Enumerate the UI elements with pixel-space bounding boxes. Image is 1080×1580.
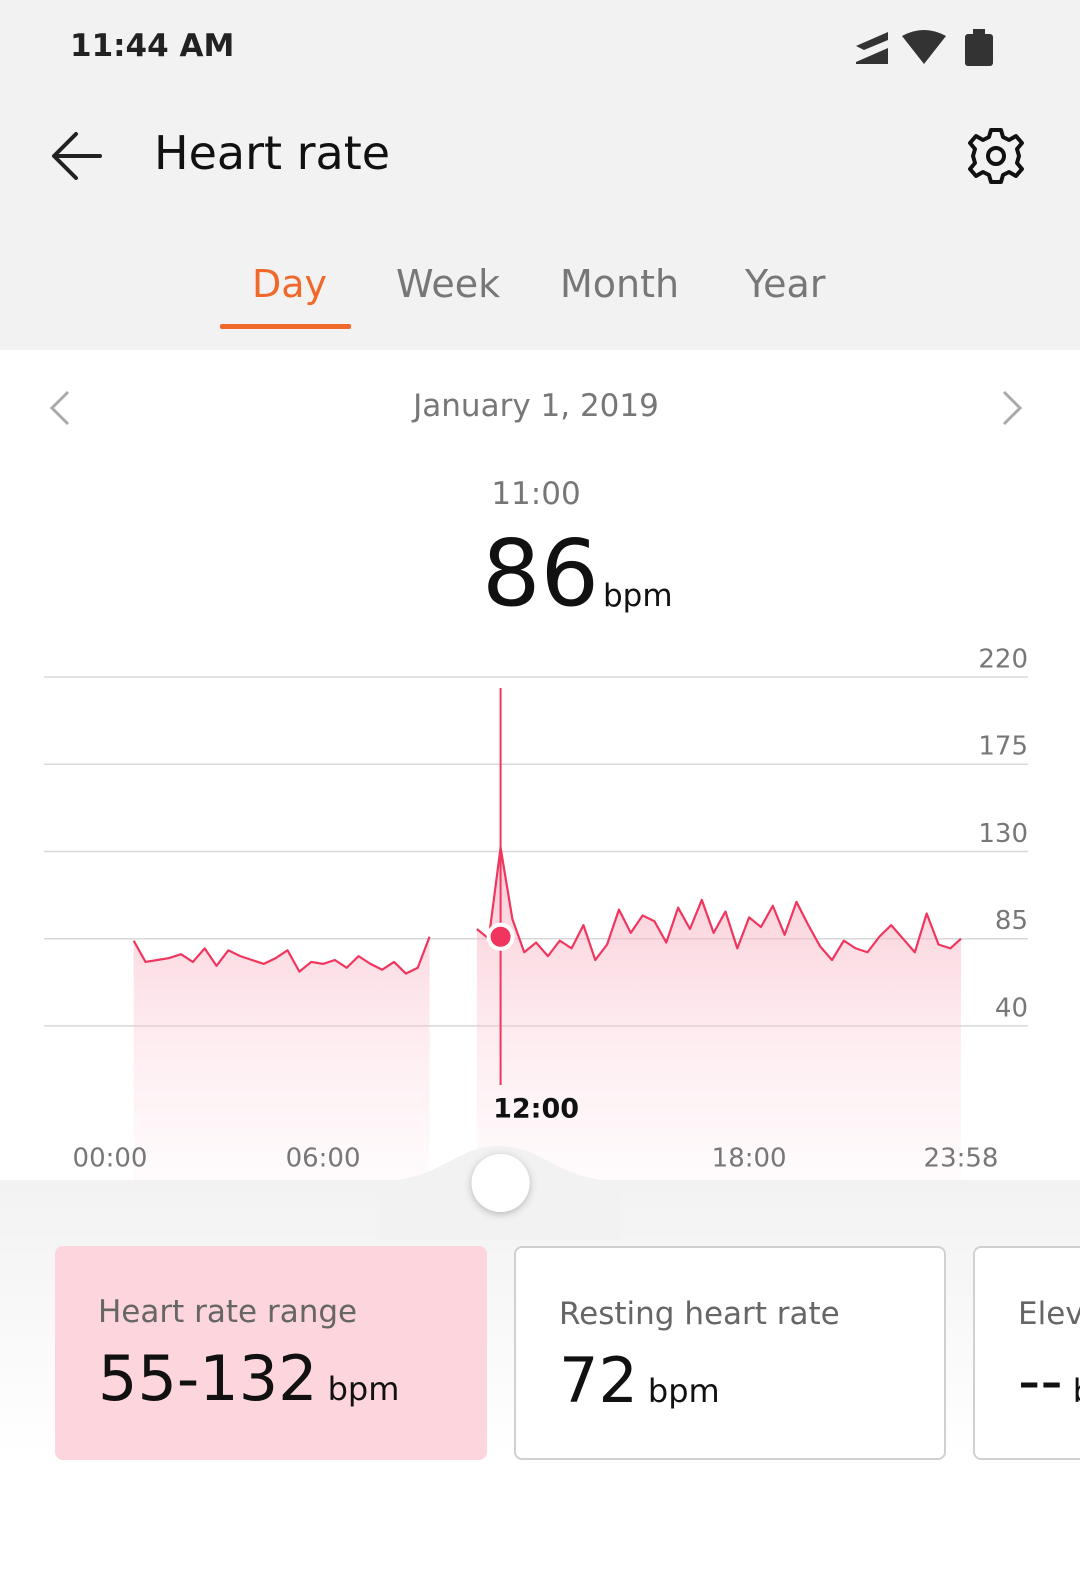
page-title: Heart rate	[154, 126, 391, 180]
x-tick-label: 18:00	[712, 1144, 787, 1174]
tab-indicator	[220, 324, 351, 329]
status-time: 11:44 AM	[70, 28, 235, 64]
tab[interactable]: Month	[560, 262, 680, 306]
x-tick-label: 23:58	[924, 1144, 999, 1174]
x-tick-label: 12:00	[493, 1094, 579, 1125]
selected-unit: bpm	[603, 578, 673, 614]
card-value: 72	[559, 1344, 638, 1417]
card-title: Resting heart rate	[559, 1296, 840, 1332]
card-unit: bpm	[647, 1372, 720, 1410]
tab[interactable]: Day	[252, 262, 328, 306]
y-tick-label: 130	[978, 819, 1028, 849]
heart-rate-chart: 40 85 130 175 220 00:00 06:00 12:00 18:00 23:58	[44, 645, 1028, 1240]
card-title: Elev	[1018, 1296, 1080, 1332]
y-tick-label: 40	[995, 993, 1028, 1023]
status-icons	[856, 29, 993, 66]
prev-date[interactable]	[44, 388, 78, 428]
y-tick-label: 85	[995, 906, 1028, 936]
y-tick-label: 220	[978, 645, 1028, 675]
stat-card[interactable]: Elev -- bpm	[973, 1246, 1080, 1460]
card-title: Heart rate range	[98, 1294, 358, 1330]
header-background	[0, 0, 1080, 350]
selected-time: 11:00	[491, 476, 581, 512]
card-unit: bpm	[327, 1370, 400, 1408]
back-button[interactable]	[50, 128, 106, 184]
x-tick-label: 00:00	[73, 1144, 148, 1174]
next-date[interactable]	[996, 388, 1030, 428]
slider-knob[interactable]	[471, 1154, 530, 1212]
settings-button[interactable]	[964, 124, 1028, 188]
card-value: --	[1018, 1344, 1063, 1417]
date-label: January 1, 2019	[413, 388, 659, 424]
tab[interactable]: Year	[745, 262, 826, 306]
card-value: 55-132	[98, 1342, 318, 1415]
stat-card[interactable]: Resting heart rate 72 bpm	[514, 1246, 946, 1460]
y-tick-label: 175	[978, 732, 1028, 762]
tab[interactable]: Week	[396, 262, 501, 306]
selected-point	[486, 922, 515, 951]
area-fill	[133, 847, 962, 1181]
x-tick-label: 06:00	[286, 1144, 361, 1174]
stat-card[interactable]: Heart rate range 55-132 bpm	[55, 1246, 487, 1460]
card-unit: bpm	[1073, 1372, 1080, 1410]
selected-value: 86	[482, 520, 600, 627]
heart-rate-line	[132, 846, 962, 975]
